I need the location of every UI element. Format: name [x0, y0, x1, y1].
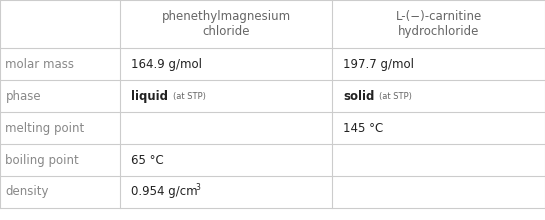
Text: 145 °C: 145 °C	[343, 122, 384, 135]
Text: (at STP): (at STP)	[379, 92, 411, 101]
Text: solid: solid	[343, 90, 375, 103]
Text: 3: 3	[195, 183, 200, 192]
Text: (at STP): (at STP)	[173, 92, 206, 101]
Text: L-(−)-carnitine
hydrochloride: L-(−)-carnitine hydrochloride	[396, 10, 482, 38]
Text: melting point: melting point	[5, 122, 84, 135]
Text: phase: phase	[5, 90, 41, 103]
Text: density: density	[5, 185, 49, 198]
Text: phenethylmagnesium
chloride: phenethylmagnesium chloride	[162, 10, 290, 38]
Text: boiling point: boiling point	[5, 154, 79, 167]
Text: molar mass: molar mass	[5, 58, 75, 71]
Text: 164.9 g/mol: 164.9 g/mol	[131, 58, 202, 71]
Text: 197.7 g/mol: 197.7 g/mol	[343, 58, 414, 71]
Text: liquid: liquid	[131, 90, 168, 103]
Text: 0.954 g/cm: 0.954 g/cm	[131, 185, 197, 198]
Text: 65 °C: 65 °C	[131, 154, 163, 167]
